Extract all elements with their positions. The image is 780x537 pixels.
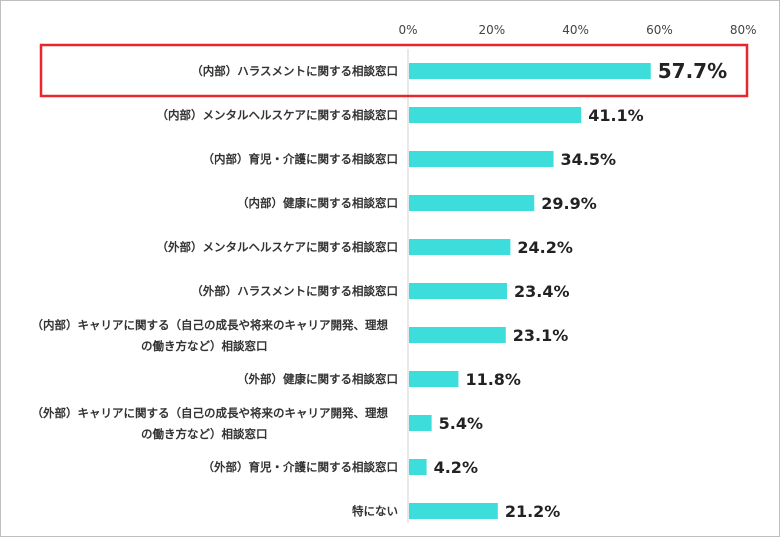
data-label: 24.2%	[517, 238, 573, 257]
bar	[409, 107, 582, 123]
x-tick-label: 0%	[398, 23, 417, 37]
data-label: 29.9%	[541, 194, 597, 213]
category-label: の働き方など）相談窓口	[141, 427, 268, 441]
bar	[409, 503, 498, 519]
data-label: 21.2%	[505, 502, 561, 521]
category-label: （内部）育児・介護に関する相談窓口	[203, 152, 399, 166]
bar	[409, 63, 651, 79]
bar	[409, 327, 506, 343]
category-label: （内部）健康に関する相談窓口	[237, 196, 398, 210]
category-label: （外部）健康に関する相談窓口	[237, 372, 398, 386]
x-tick-label: 60%	[646, 23, 673, 37]
bar	[409, 415, 432, 431]
data-label: 41.1%	[588, 106, 644, 125]
category-label: の働き方など）相談窓口	[141, 339, 268, 353]
data-label: 57.7%	[658, 59, 727, 83]
data-label: 23.4%	[514, 282, 570, 301]
category-label: （外部）キャリアに関する（自己の成長や将来のキャリア開発、理想	[32, 406, 389, 420]
data-label: 11.8%	[465, 370, 521, 389]
category-label: 特にない	[352, 504, 398, 518]
data-label: 5.4%	[439, 414, 483, 433]
highlight-box	[39, 43, 749, 98]
data-label: 23.1%	[513, 326, 569, 345]
category-label: （外部）メンタルヘルスケアに関する相談窓口	[157, 240, 399, 254]
bar	[409, 371, 459, 387]
bar	[409, 239, 511, 255]
bar	[409, 151, 554, 167]
category-label: （内部）キャリアに関する（自己の成長や将来のキャリア開発、理想	[32, 318, 389, 332]
x-tick-label: 80%	[730, 23, 757, 37]
category-label: （外部）育児・介護に関する相談窓口	[203, 460, 399, 474]
category-label: （内部）ハラスメントに関する相談窓口	[191, 64, 398, 78]
bar	[409, 195, 535, 211]
data-label: 4.2%	[434, 458, 478, 477]
category-label: （内部）メンタルヘルスケアに関する相談窓口	[157, 108, 399, 122]
x-tick-label: 20%	[478, 23, 505, 37]
bar	[409, 283, 508, 299]
x-tick-label: 40%	[562, 23, 589, 37]
bar	[409, 459, 427, 475]
data-label: 34.5%	[561, 150, 617, 169]
category-label: （外部）ハラスメントに関する相談窓口	[191, 284, 398, 298]
